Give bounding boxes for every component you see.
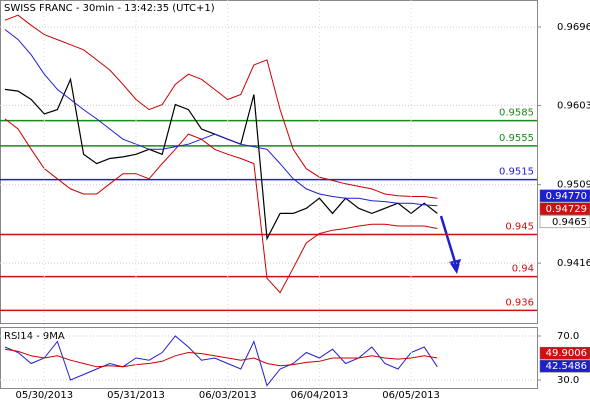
series-line — [4, 335, 438, 387]
y-tick-label: 0.9696 — [557, 22, 590, 33]
series-line — [4, 14, 438, 199]
level-label: 0.9555 — [499, 133, 534, 144]
rsi-frame — [0, 327, 538, 389]
series-line — [4, 29, 438, 207]
price-frame — [0, 0, 538, 324]
value-box-label: 0.94729 — [546, 204, 587, 215]
level-label: 0.936 — [505, 297, 534, 308]
x-tick-label: 06/03/2013 — [199, 390, 257, 400]
x-tick-label: 05/31/2013 — [107, 390, 165, 400]
y-tick-label: 0.9509 — [557, 180, 590, 191]
value-box-label: 0.9465 — [552, 217, 587, 228]
value-box — [539, 215, 590, 229]
y-tick-label: 30.0 — [557, 375, 579, 386]
chart-title: SWISS FRANC - 30min - 13:42:35 (UTC+1) — [4, 3, 215, 14]
rsi-title: RSI14 - 9MA — [4, 331, 65, 342]
value-box — [539, 359, 590, 373]
arrow-head — [449, 259, 461, 274]
x-tick-label: 06/04/2013 — [291, 390, 349, 400]
level-label: 0.9585 — [499, 108, 534, 119]
level-label: 0.945 — [505, 221, 534, 232]
x-tick-label: 06/05/2013 — [382, 390, 440, 400]
value-box — [539, 189, 590, 203]
value-box-label: 49.9006 — [546, 348, 587, 359]
y-tick-label: 0.9603 — [557, 100, 590, 111]
series-line — [4, 348, 438, 368]
arrow-shaft — [439, 215, 457, 263]
y-tick-label: 70.0 — [557, 331, 579, 342]
level-label: 0.94 — [512, 264, 534, 275]
y-tick-label: 0.9416 — [557, 258, 590, 269]
value-box — [539, 202, 590, 216]
value-box-label: 42.5486 — [546, 361, 587, 372]
level-label: 0.9515 — [499, 167, 534, 178]
series-line — [4, 118, 438, 294]
forecast-arrow — [439, 215, 461, 274]
value-box — [539, 346, 590, 360]
x-tick-label: 05/30/2013 — [15, 390, 73, 400]
value-box-label: 0.94770 — [546, 191, 587, 202]
